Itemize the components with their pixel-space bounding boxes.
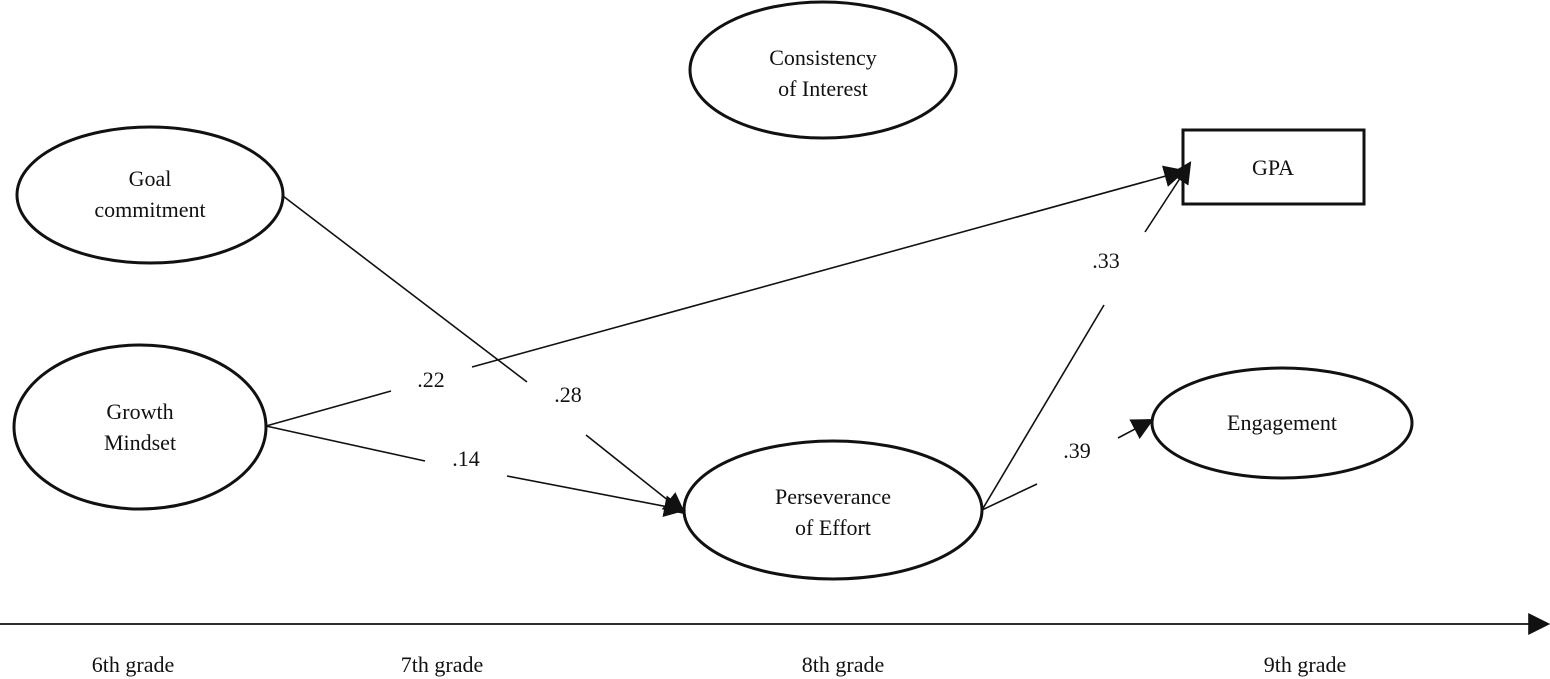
gpa-label: GPA [1252,155,1294,180]
goal-label-line2: commitment [94,197,205,222]
path-goal-to-perseverance: .28 [282,195,686,515]
coef-growth-to-gpa: .22 [417,367,445,392]
node-gpa: GPA [1181,128,1366,206]
node-goal-commitment: Goal commitment [15,125,285,265]
node-engagement: Engagement [1150,366,1414,480]
growth-label-line1: Growth [106,399,173,424]
path-growth-to-gpa: .22 [265,165,1187,427]
engagement-label: Engagement [1227,410,1337,435]
path-perseverance-to-engagement: .39 [981,418,1154,511]
path-perseverance-to-gpa: .33 [981,161,1192,511]
node-growth-mindset: Growth Mindset [12,343,268,511]
node-consistency-of-interest: Consistency of Interest [688,0,958,140]
coef-goal-to-perseverance: .28 [554,382,582,407]
path-growth-to-perseverance: .14 [265,425,687,518]
consistency-label-line1: Consistency [769,45,877,70]
coef-perseverance-to-engagement: .39 [1063,438,1091,463]
growth-label-line2: Mindset [104,430,176,455]
perseverance-label-line2: of Effort [795,515,871,540]
coef-perseverance-to-gpa: .33 [1092,248,1120,273]
timeline-label-7th: 7th grade [401,652,483,677]
node-perseverance-of-effort: Perseverance of Effort [682,439,984,581]
goal-label-line1: Goal [129,166,172,191]
perseverance-label-line1: Perseverance [775,484,891,509]
coef-growth-to-perseverance: .14 [452,446,480,471]
consistency-label-line2: of Interest [778,76,868,101]
timeline-label-6th: 6th grade [92,652,174,677]
timeline-axis: 6th grade 7th grade 8th grade 9th grade [0,613,1550,677]
timeline-label-9th: 9th grade [1264,652,1346,677]
timeline-label-8th: 8th grade [802,652,884,677]
